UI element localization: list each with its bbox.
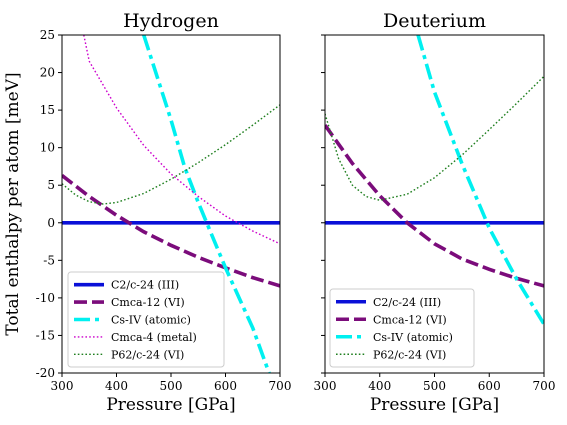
y-tick-label: 10 [40,141,55,155]
legend-label-cmca-12-vi: Cmca-12 (VI) [111,296,185,309]
y-tick-label: 20 [40,66,55,80]
series-line-cmca-12-vi [62,174,280,288]
x-tick-label: 700 [269,379,292,393]
series-line-cmca-12-vi [325,124,544,288]
chart-title: Hydrogen [123,10,219,32]
legend-label-cs-iv-atomic: Cs-IV (atomic) [373,331,453,344]
panel-hydrogen: Hydrogen 300 400 500 600 700 -20 -15 -10 -5 0 5 10 15… [36,10,292,415]
panel-deuterium: Deuterium 300 400 500 600 700 Pressure [GPa] C2… [314,10,556,415]
chart-title: Deuterium [383,10,486,32]
series-group [325,35,544,326]
y-tick-label: -10 [36,291,55,305]
x-tick-label: 400 [368,379,391,393]
legend-label-p62-c-24-vi: P62/c-24 (VI) [373,348,446,361]
series-line-cs-iv-atomic [142,35,271,373]
y-tick-label: 5 [47,178,55,192]
series-line-cs-iv-atomic [416,35,544,326]
x-tick-label: 600 [214,379,237,393]
x-tick-label: 300 [51,379,74,393]
y-tick-label: -15 [36,328,55,342]
x-tick-label: 600 [478,379,501,393]
legend-box [67,271,225,368]
x-tick-label: 300 [314,379,337,393]
y-axis-label: Total enthalpy per atom [meV] [3,72,23,335]
legend: C2/c-24 (III) Cmca-12 (VI) Cs-IV (atomic) P… [329,288,475,368]
series-line-p62-c-24-vi [62,104,280,205]
legend-label-cmca-4-metal: Cmca-4 (metal) [111,331,197,344]
x-tick-label: 500 [423,379,446,393]
legend-box [329,288,475,368]
legend-label-p62-c-24-vi: P62/c-24 (VI) [111,348,184,361]
legend-label-c2-c-24-iii: C2/c-24 (III) [373,296,441,309]
legend-label-cmca-12-vi: Cmca-12 (VI) [373,313,447,326]
x-tick-label: 400 [105,379,128,393]
y-tick-label: -20 [36,366,55,380]
x-axis-label: Pressure [GPa] [106,395,235,415]
legend-label-c2-c-24-iii: C2/c-24 (III) [111,279,179,292]
x-tick-label: 500 [160,379,183,393]
y-tick-label: 25 [40,28,55,42]
y-tick-label: 15 [40,103,55,117]
legend: C2/c-24 (III) Cmca-12 (VI) Cs-IV (atomic) C… [67,271,225,368]
series-group [62,35,280,373]
y-tick-label: 0 [47,216,55,230]
x-axis-label: Pressure [GPa] [370,395,499,415]
y-tick-label: -5 [43,253,55,267]
x-tick-label: 700 [533,379,556,393]
legend-label-cs-iv-atomic: Cs-IV (atomic) [111,314,191,327]
